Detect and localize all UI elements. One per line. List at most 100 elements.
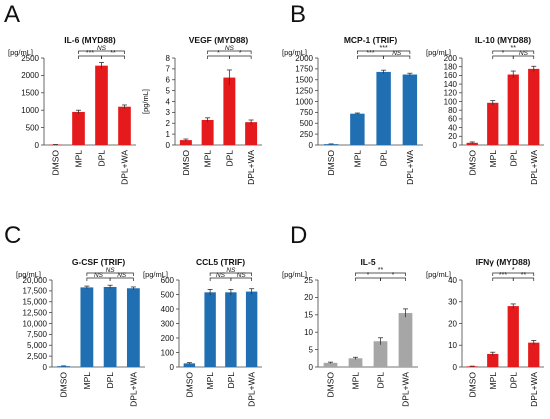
y-tick-label: 2500 [21, 54, 39, 63]
bar-dpl-wa [126, 288, 140, 367]
y-tick-label: 1250 [295, 86, 313, 95]
y-unit-label: [pg/mL] [282, 48, 307, 57]
chart-title: CCL5 (TRIF) [196, 257, 245, 267]
y-tick-label: 17,500 [23, 287, 48, 296]
y-tick-label: 0 [35, 141, 40, 150]
category-label: DPL [226, 372, 236, 389]
bar-dpl-wa [118, 106, 131, 145]
y-tick-label: 1500 [21, 89, 39, 98]
significance-label: ** [378, 267, 384, 274]
category-label: DMSO [59, 372, 69, 398]
bar-dpl [223, 77, 236, 145]
y-tick-label: 12,500 [23, 308, 48, 317]
significance-bracket [86, 272, 134, 276]
category-label: DPL [379, 150, 389, 167]
y-tick-label: 8 [166, 54, 171, 63]
y-tick-label: 20 [448, 132, 457, 141]
bar-dmso [323, 362, 338, 367]
bar-dmso [183, 363, 196, 367]
y-unit-label: [pg/mL] [8, 48, 33, 57]
y-tick-label: 300 [161, 319, 175, 328]
y-unit-label: [pg/mL] [282, 270, 307, 279]
bar-dpl-wa [402, 74, 418, 145]
category-label: MPL [488, 150, 498, 168]
bar-dpl [507, 306, 519, 367]
category-label: DMSO [184, 372, 194, 398]
bar-dpl [95, 65, 108, 145]
significance-label: *** [499, 272, 507, 279]
chart-title: IL-5 [360, 257, 375, 267]
y-tick-label: 10 [448, 341, 457, 350]
category-label: DPL [97, 150, 107, 167]
category-label: MPL [352, 150, 362, 168]
bar-dpl-wa [528, 342, 540, 367]
panel-letter-a: A [4, 1, 20, 28]
y-tick-label: 140 [444, 80, 458, 89]
chart-title: IL-6 (MYD88) [64, 35, 116, 45]
significance-label: ** [511, 45, 517, 52]
category-label: MPL [82, 372, 92, 390]
y-tick-label: 1 [166, 130, 171, 139]
significance-label: NS [519, 50, 529, 57]
significance-label: *** [380, 45, 388, 52]
significance-label: * [392, 272, 395, 279]
y-tick-label: 200 [444, 54, 458, 63]
significance-bracket [357, 50, 411, 54]
y-tick-label: 30 [448, 298, 457, 307]
y-tick-label: 2 [166, 119, 171, 128]
y-tick-label: 4 [166, 97, 171, 106]
category-label: DPL+WA [401, 372, 411, 407]
charts-layer: IL-6 (MYD88)[pg/mL]05001000150020002500D… [8, 35, 544, 407]
y-tick-label: 7,500 [27, 330, 48, 339]
significance-label: * [502, 50, 505, 57]
significance-bracket [492, 272, 535, 276]
chart-2: VEGF (MYD88) [pg/mL] 0 1 2 3 4 56 7 8 DMSO MPL DPL DP… [141, 35, 262, 185]
significance-label: * [239, 50, 242, 57]
chart-8: IFNγ (MYD88) [pg/mL] 0 10 20 30 40 DMSO MPL DPL DP… [426, 257, 544, 407]
y-unit-label: [pg/mL] [16, 270, 41, 279]
y-tick-label: 25 [304, 276, 313, 285]
y-tick-label: 160 [444, 71, 458, 80]
significance-bracket [512, 55, 535, 59]
bar-mpl [80, 287, 94, 367]
significance-label: NS [94, 272, 104, 279]
significance-label: * [217, 50, 220, 57]
significance-bracket [230, 277, 252, 281]
panel-letter-c: C [4, 222, 21, 249]
y-tick-label: 120 [444, 89, 458, 98]
significance-label: NS [97, 45, 107, 52]
bar-dmso [179, 140, 192, 145]
bar-dmso [466, 366, 478, 367]
y-tick-label: 500 [300, 119, 314, 128]
y-tick-label: 0 [166, 141, 171, 150]
category-label: MPL [488, 372, 498, 390]
significance-bracket [355, 272, 406, 276]
category-label: DMSO [51, 150, 61, 176]
bar-dpl-wa [528, 68, 540, 145]
category-label: DPL+WA [246, 150, 256, 185]
bar-dmso [323, 144, 339, 145]
category-label: DPL+WA [128, 372, 138, 407]
category-label: DPL [105, 372, 115, 389]
y-tick-label: 5 [309, 345, 314, 354]
category-label: MPL [203, 150, 213, 168]
y-tick-label: 5 [166, 86, 171, 95]
y-tick-label: 2000 [21, 71, 39, 80]
panel-letter-d: D [290, 222, 307, 249]
y-tick-label: 6 [166, 76, 171, 85]
y-tick-label: 0 [453, 363, 458, 372]
y-tick-label: 0 [43, 363, 48, 372]
y-tick-label: 20 [304, 293, 313, 302]
category-label: DMSO [181, 150, 191, 176]
y-tick-label: 20,000 [23, 276, 48, 285]
bar-dpl [507, 74, 519, 145]
significance-label: NS [225, 45, 235, 52]
chart-title: IL-10 (MYD88) [475, 35, 531, 45]
bar-mpl [204, 292, 216, 367]
chart-3: MCP-1 (TRIF) [pg/mL] 0 250 500 750 1000 1250150… [282, 35, 423, 185]
significance-bracket [380, 277, 406, 281]
y-tick-label: 10,000 [23, 319, 48, 328]
y-tick-label: 0 [309, 141, 314, 150]
y-tick-label: 5,000 [27, 341, 48, 350]
category-label: DPL+WA [529, 372, 539, 407]
